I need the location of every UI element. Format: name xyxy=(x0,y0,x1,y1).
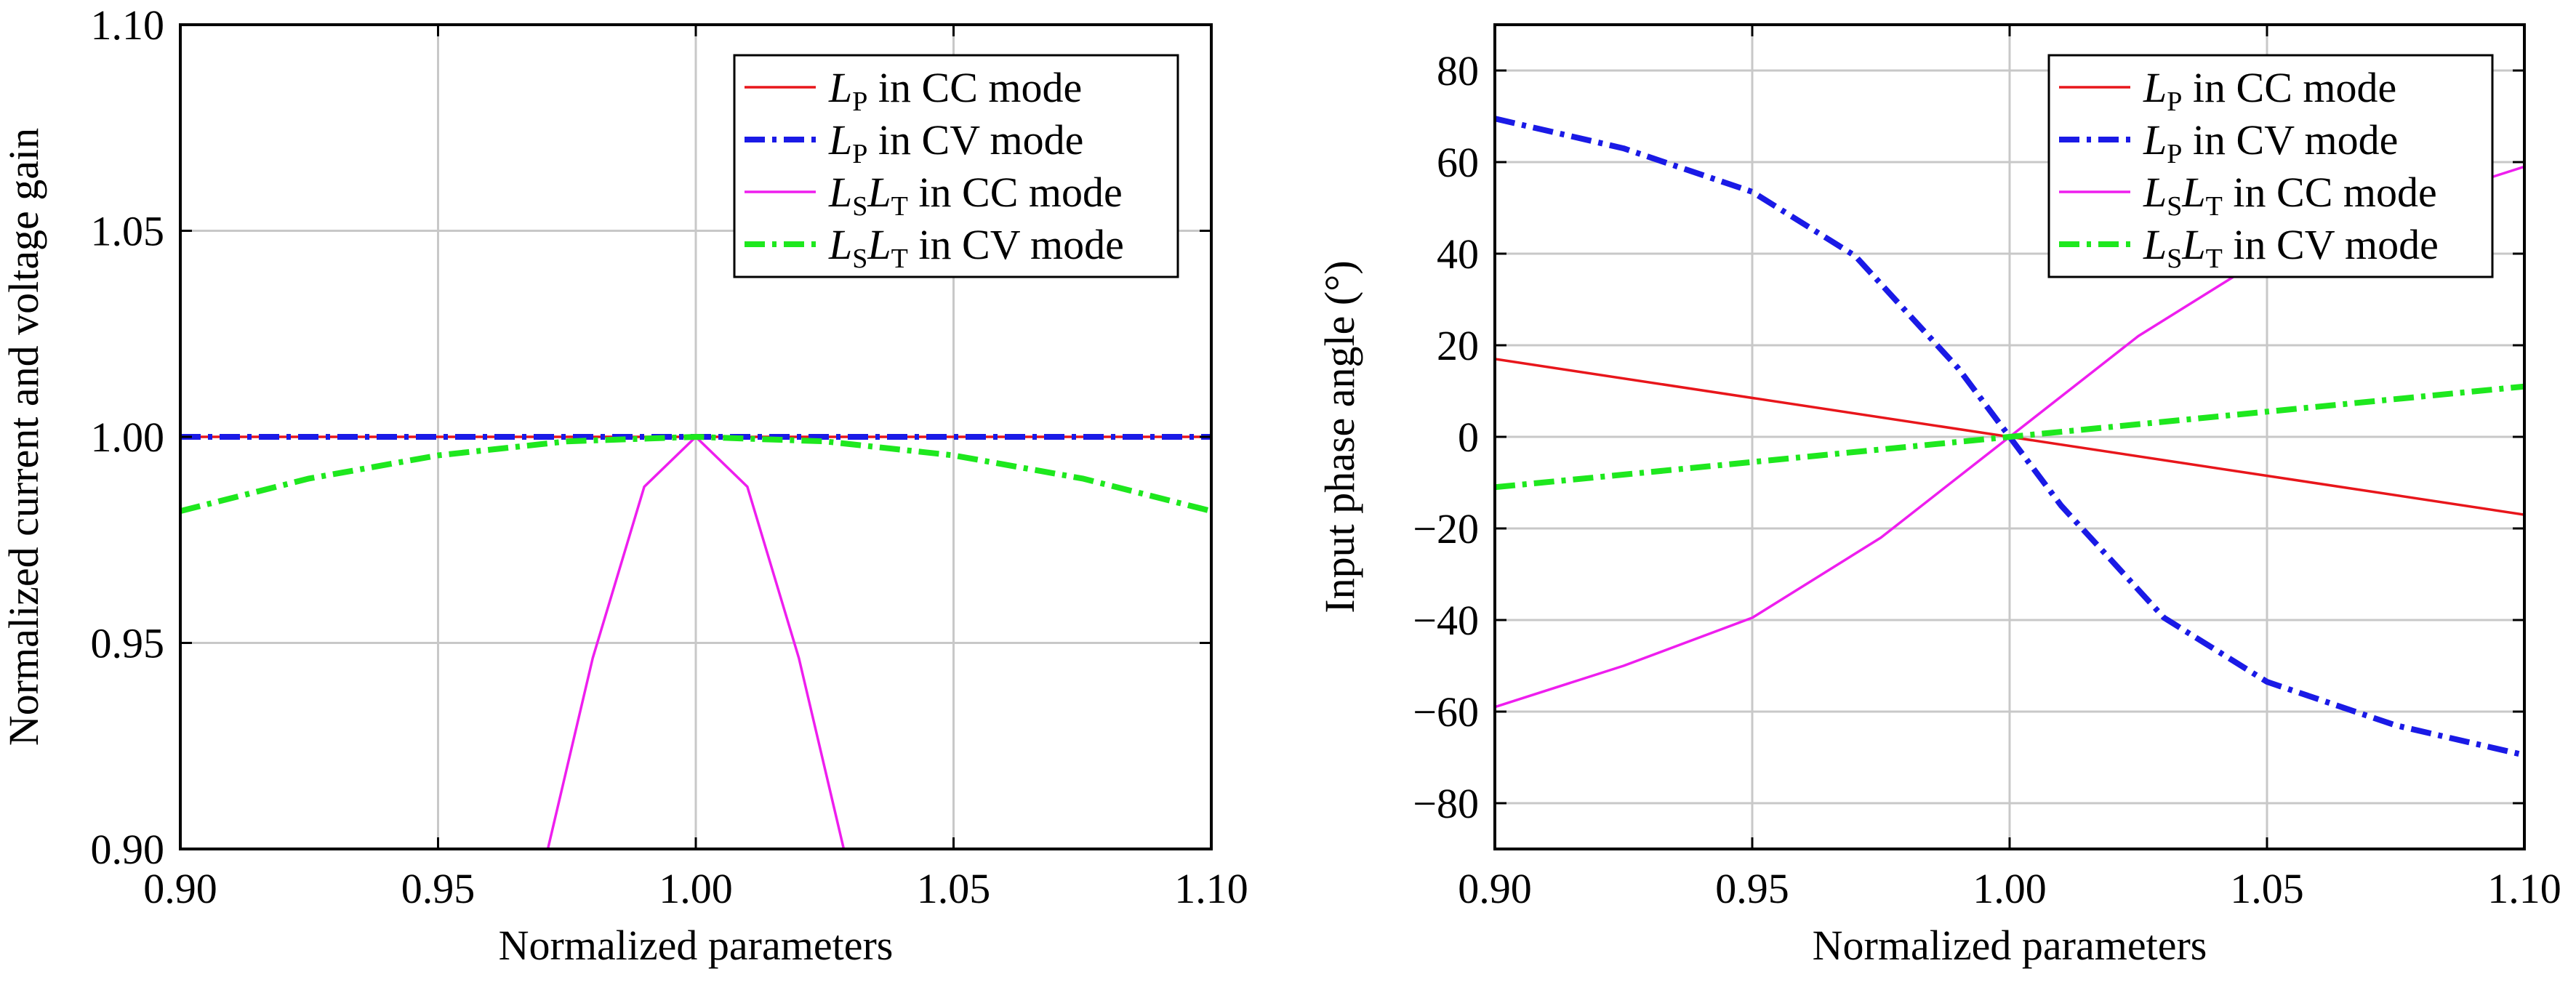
gain-legend-box xyxy=(733,54,1179,278)
gain-x-tick-label: 1.05 xyxy=(917,865,991,912)
phase-x-tick-label: 0.90 xyxy=(1458,865,1532,912)
phase-y-tick-label: −40 xyxy=(1413,597,1479,644)
phase-y-tick-label: 20 xyxy=(1437,322,1479,369)
gain-y-tick-label: 1.00 xyxy=(91,414,165,461)
phase-legend-label-4: LSLT in CV mode xyxy=(2143,221,2439,274)
gain-x-tick-label: 0.95 xyxy=(401,865,476,912)
gain-x-tick-label: 0.90 xyxy=(143,865,217,912)
gain-series-clip xyxy=(180,434,1211,849)
phase-series-line-2 xyxy=(1495,116,2524,758)
phase-x-tick-label: 1.05 xyxy=(2230,865,2304,912)
phase-x-axis-label: Normalized parameters xyxy=(1813,922,2207,969)
gain-x-tick-label: 1.00 xyxy=(659,865,733,912)
phase-legend-label-1: LP in CC mode xyxy=(2143,64,2396,117)
gain-ticks: 0.90 0.95 1.00 1.05 1.10 0.90 0.95 1.00 1.05 1.10 xyxy=(91,1,1248,912)
phase-y-tick-label: 80 xyxy=(1437,47,1479,94)
phase-x-tick-label: 0.95 xyxy=(1715,865,1789,912)
chart-phase: 0.90 0.95 1.00 1.05 1.10 −80 −60 −40 −20 0 20 40 60 8… xyxy=(1316,23,2561,969)
phase-ticks: 0.90 0.95 1.00 1.05 1.10 −80 −60 −40 −20 0 20 40 60 8… xyxy=(1413,25,2561,912)
gain-y-tick-label: 1.05 xyxy=(91,208,165,255)
phase-legend-label-3: LSLT in CC mode xyxy=(2143,169,2437,222)
gain-x-tick-label: 1.10 xyxy=(1174,865,1248,912)
gain-legend-label-4: LSLT in CV mode xyxy=(828,221,1124,274)
phase-y-axis-label: Input phase angle (°) xyxy=(1316,260,1363,613)
phase-y-tick-label: 0 xyxy=(1458,414,1479,461)
phase-y-tick-label: −80 xyxy=(1413,780,1479,827)
gain-y-axis-label: Normalized current and voltage gain xyxy=(0,128,47,746)
phase-y-tick-label: −20 xyxy=(1413,505,1479,552)
phase-y-tick-label: −60 xyxy=(1413,688,1479,736)
gain-x-axis-label: Normalized parameters xyxy=(499,922,894,969)
gain-legend-label-2: LP in CV mode xyxy=(828,116,1083,169)
gain-series-line-4 xyxy=(180,434,1211,514)
phase-x-tick-label: 1.10 xyxy=(2487,865,2561,912)
phase-x-tick-label: 1.00 xyxy=(1973,865,2047,912)
gain-y-tick-label: 0.95 xyxy=(91,620,165,667)
gain-y-tick-label: 1.10 xyxy=(91,1,165,49)
phase-legend-box xyxy=(2047,54,2494,278)
phase-series-line-4 xyxy=(1495,383,2524,491)
phase-y-tick-label: 40 xyxy=(1437,230,1479,278)
gain-y-tick-label: 0.90 xyxy=(91,826,165,873)
phase-y-tick-label: 60 xyxy=(1437,139,1479,186)
gain-legend-label-3: LSLT in CC mode xyxy=(828,169,1123,222)
gain-series xyxy=(180,434,1211,849)
gain-legend-label-1: LP in CC mode xyxy=(828,64,1082,117)
chart-gain: 0.90 0.95 1.00 1.05 1.10 0.90 0.95 1.00 1.05 1.10… xyxy=(0,1,1248,969)
phase-legend-label-2: LP in CV mode xyxy=(2143,116,2398,169)
